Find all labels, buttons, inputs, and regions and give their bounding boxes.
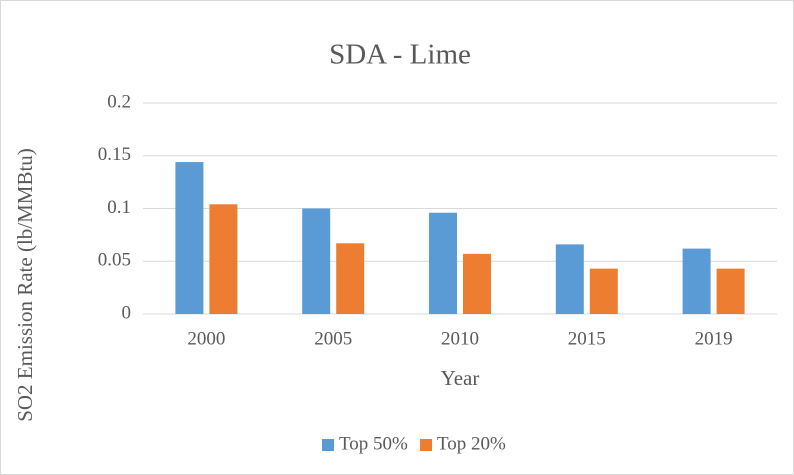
- x-tick-label: 2019: [695, 328, 733, 349]
- legend-label: Top 20%: [437, 433, 506, 454]
- bar: [429, 212, 457, 314]
- y-tick-label: 0: [122, 302, 132, 323]
- bar: [209, 204, 238, 314]
- bar: [716, 268, 745, 314]
- bar: [682, 248, 711, 314]
- x-axis-title: Year: [441, 366, 480, 390]
- bar: [463, 253, 491, 314]
- x-tick-label: 2015: [568, 328, 606, 349]
- x-tick-label: 2000: [187, 328, 225, 349]
- y-tick-label: 0.05: [98, 250, 131, 271]
- y-tick-label: 0.1: [107, 197, 131, 218]
- bar: [175, 162, 204, 314]
- x-tick-label: 2010: [441, 328, 479, 349]
- legend-label: Top 50%: [339, 433, 408, 454]
- x-tick-label: 2005: [314, 328, 352, 349]
- legend-swatch: [420, 439, 432, 451]
- bar: [302, 208, 331, 314]
- bar: [336, 243, 365, 314]
- chart-title: SDA - Lime: [329, 39, 471, 71]
- y-tick-label: 0.15: [98, 144, 131, 165]
- legend-swatch: [322, 439, 334, 451]
- y-tick-label: 0.2: [107, 91, 131, 112]
- bar: [555, 244, 584, 314]
- bar: [589, 268, 618, 314]
- y-axis-title: SO2 Emission Rate (lb/MMBtu): [13, 148, 37, 422]
